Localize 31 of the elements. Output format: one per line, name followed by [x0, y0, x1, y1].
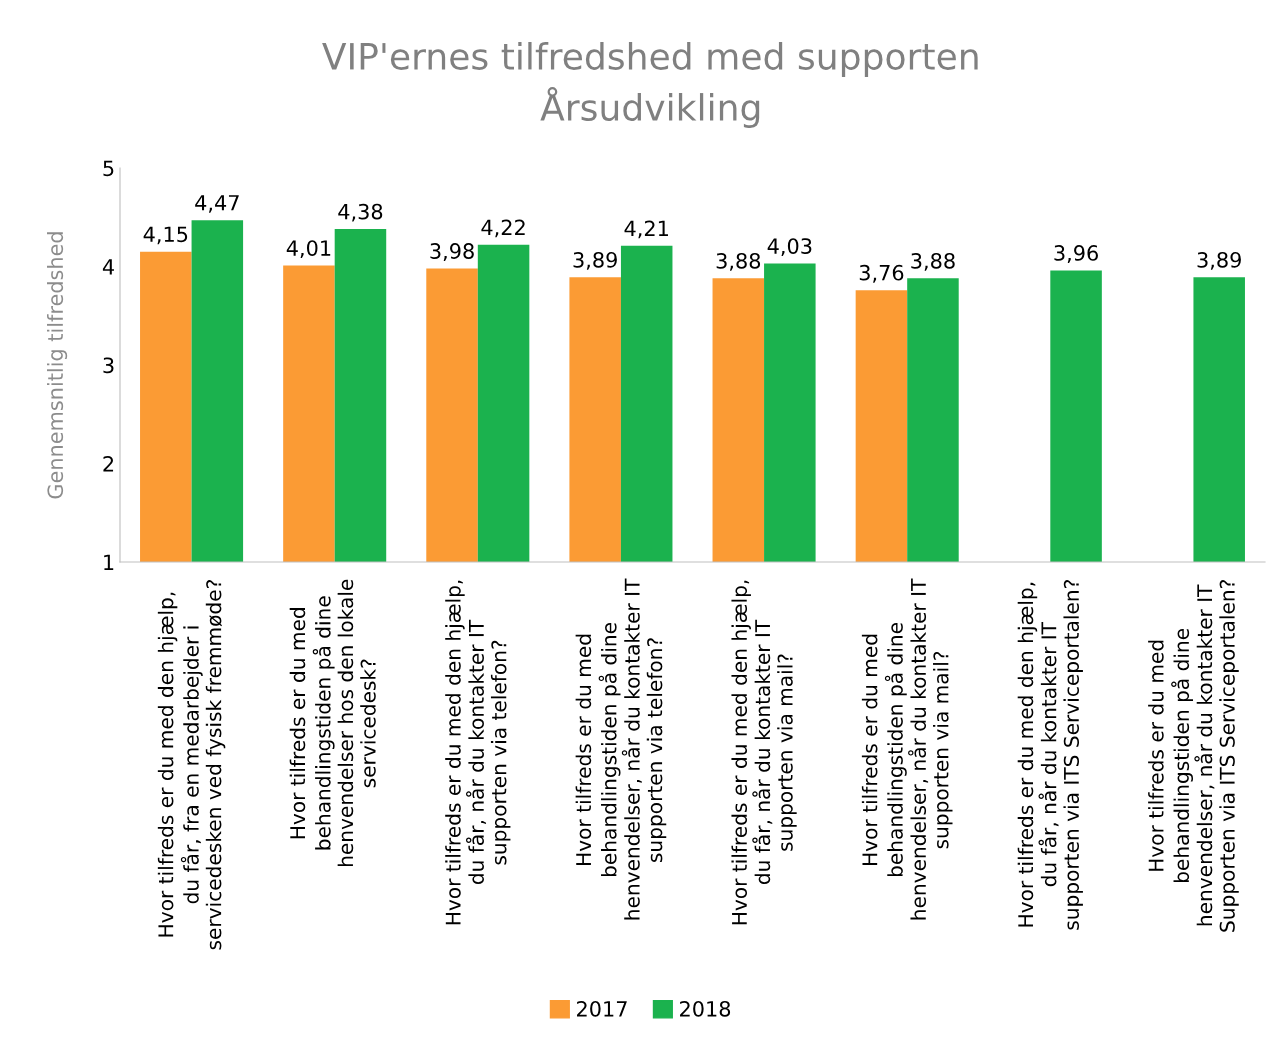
data-label: 4,47: [195, 195, 239, 213]
data-label: 3,76: [859, 264, 904, 283]
x-tick-label: Hvor tilfreds er du med den hjælp, du får, når du kontakter IT supporten via mail?: [731, 580, 797, 925]
data-label: 4,38: [338, 203, 383, 222]
data-label: 3,88: [716, 252, 761, 271]
legend-label: 2018: [680, 1000, 731, 1017]
data-label: 4,22: [481, 219, 525, 238]
chart-title: VIP'ernes tilfredshed med supporten Årsudvikling: [322, 41, 978, 129]
x-tick-label: Hvor tilfreds er du med behandlingstiden på dine henvendelser, når du kontakter IT supporten via mail?: [861, 578, 953, 920]
x-tick-label: Hvor tilfreds er du med den hjælp, du får, når du kontakter IT supporten via ITS Serviceportalen?: [1017, 580, 1083, 930]
data-label: 3,89: [1197, 251, 1241, 270]
legend-label: 2017: [577, 1000, 627, 1017]
y-tick-label: 2: [103, 455, 114, 472]
data-label: 3,98: [430, 243, 474, 261]
y-axis-title: Gennemsnitlig tilfredshed: [47, 232, 68, 499]
data-label: 4,01: [286, 240, 331, 259]
data-label: 4,15: [143, 226, 188, 245]
x-tick-label: Hvor tilfreds er du med behandlingstiden på dine henvendelser, når du kontakter IT supporten via telefon?: [575, 578, 667, 920]
data-label: 4,03: [767, 238, 812, 257]
x-tick-label: Hvor tilfreds er du med den hjælp, du får, når du kontakter IT supporten via telefon?: [445, 580, 511, 925]
x-tick-label: Hvor tilfreds er du med den hjælp, du får, fra en medarbejder i servicedesken ved fysisk fremmøde?: [157, 580, 226, 950]
y-tick-label: 3: [103, 357, 114, 374]
data-label: 3,88: [911, 252, 955, 271]
y-tick-label: 5: [103, 160, 114, 177]
data-label: 3,96: [1054, 245, 1098, 263]
data-label: 3,89: [573, 251, 617, 270]
x-tick-label: Hvor tilfreds er du med behandlingstiden på dine henvendelser, når du kontakter IT Supporten via ITS Serviceportalen?: [1148, 580, 1239, 932]
y-tick-label: 1: [104, 554, 114, 570]
data-label: 4,21: [624, 220, 668, 239]
x-tick-label: Hvor tilfreds er du med behandlingstiden på dine henvendelser hos den lokale servicedesk?: [289, 579, 376, 867]
y-tick-label: 4: [102, 259, 114, 275]
